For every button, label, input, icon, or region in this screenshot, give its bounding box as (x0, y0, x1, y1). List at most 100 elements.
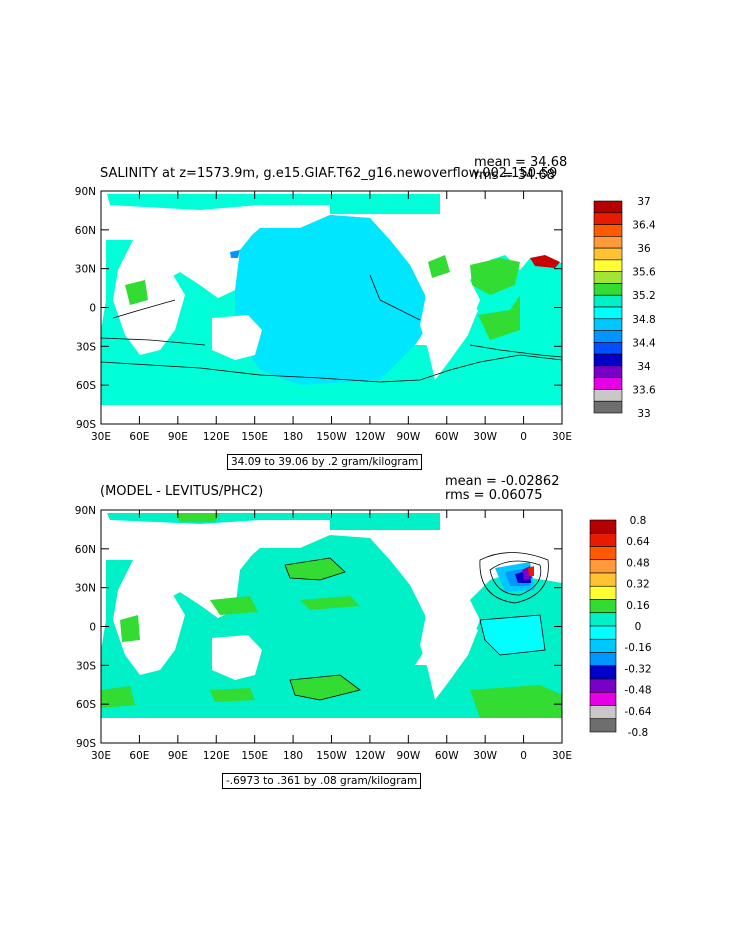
top-colorbar-label: 37 (637, 196, 650, 208)
bottom-contour-4 (289, 674, 361, 701)
bottom-patch-green-2 (300, 596, 360, 610)
top-colorbar-label: 34.4 (632, 337, 656, 349)
top-patch-atlantic-s (478, 295, 520, 340)
bottom-patch-green-8 (210, 688, 255, 702)
bottom-colorbar-swatch (589, 691, 617, 706)
top-colorbar-label: 33 (637, 408, 650, 420)
bottom-colorbar-label: -0.64 (624, 706, 651, 718)
bottom-colorbar-label: 0.32 (626, 579, 649, 591)
bottom-contour-5 (479, 614, 546, 656)
bottom-range-box: -.6973 to .361 by .08 gram/kilogram (222, 773, 422, 789)
top-lon-label: 90E (168, 431, 188, 443)
bottom-colorbar-label: -0.8 (628, 727, 649, 739)
top-lon-label: 120W (355, 431, 386, 443)
bottom-contour-1 (489, 560, 542, 596)
top-lon-label: 0 (520, 431, 527, 443)
top-map (100, 190, 563, 425)
bottom-lon-label: 0 (520, 750, 527, 762)
bottom-lat-label: 30S (76, 660, 96, 672)
bottom-lat-label: 60N (75, 544, 96, 556)
top-land-australia (212, 315, 262, 360)
bottom-land-namerica (405, 535, 470, 600)
bottom-colorbar-label: 0.64 (626, 536, 650, 548)
top-lat-label: 90N (75, 186, 96, 198)
top-colorbar-label: 36.4 (632, 220, 656, 232)
bottom-lat-label: 30N (75, 583, 96, 595)
top-colorbar-swatch (593, 400, 623, 414)
top-lat-label: 30S (76, 341, 96, 353)
bottom-rms-label: rms = 0.06075 (445, 488, 543, 503)
top-colorbar-label: 33.6 (632, 384, 656, 396)
bottom-patch-green-4 (290, 675, 360, 700)
bottom-colorbar-swatch (589, 652, 617, 667)
bottom-colorbar-label: 0.48 (626, 557, 649, 569)
top-lon-label: 150E (241, 431, 268, 443)
top-lat-label: 30N (75, 264, 96, 276)
bottom-lon-label: 90E (168, 750, 188, 762)
bottom-lon-label: 150W (316, 750, 347, 762)
bottom-patch-red (528, 566, 534, 576)
bottom-contour-3 (284, 557, 346, 581)
top-lon-label: 60W (435, 431, 459, 443)
top-land-samerica (420, 295, 478, 380)
top-contour-pacific (369, 274, 421, 321)
top-patch-blue (230, 250, 240, 258)
top-lon-label: 180 (283, 431, 303, 443)
bottom-colorbar-swatch (589, 625, 617, 640)
top-contour-indian (100, 337, 206, 346)
top-lon-label: 120E (203, 431, 230, 443)
bottom-colorbar-label: 0 (635, 621, 642, 633)
top-contour-africa (112, 299, 176, 319)
top-title: SALINITY at z=1573.9m, g.e15.GIAF.T62_g1… (100, 166, 558, 181)
top-colorbar-label: 35.2 (632, 290, 655, 302)
bottom-lon-label: 120E (203, 750, 230, 762)
top-colorbar-label: 35.6 (632, 267, 656, 279)
bottom-lon-label: 60W (435, 750, 459, 762)
top-contour-atlantic (469, 344, 563, 358)
bottom-colorbar-label: -0.48 (624, 685, 651, 697)
bottom-lon-label: 120W (355, 750, 386, 762)
bottom-colorbar-swatch (589, 546, 617, 561)
bottom-lon-label: 90W (396, 750, 420, 762)
bottom-land-samerica (420, 615, 478, 700)
top-lat-label: 60N (75, 225, 96, 237)
bottom-colorbar-swatch (589, 519, 617, 534)
bottom-colorbar-swatch (589, 559, 617, 574)
bottom-colorbar-label: -0.16 (624, 642, 651, 654)
bottom-lat-label: 90N (75, 505, 96, 517)
top-lat-label: 60S (76, 380, 96, 392)
top-patch-atlantic-n (470, 258, 520, 295)
bottom-lon-label: 60E (129, 750, 149, 762)
top-colorbar-label: 34.8 (632, 314, 655, 326)
bottom-patch-cyan (480, 615, 545, 655)
bottom-colorbar-swatch (589, 665, 617, 680)
bottom-lat-label: 60S (76, 699, 96, 711)
top-lon-label: 30E (91, 431, 111, 443)
bottom-colorbar-label: -0.32 (624, 663, 651, 675)
top-colorbar-label: 36 (637, 243, 651, 255)
bottom-colorbar-swatch (589, 532, 617, 547)
bottom-lon-label: 30W (473, 750, 497, 762)
top-lon-label: 30E (552, 431, 572, 443)
bottom-colorbar-swatch (589, 718, 617, 733)
bottom-mean-label: mean = -0.02862 (445, 474, 560, 489)
bottom-land-australia (212, 635, 262, 680)
bottom-lat-label: 0 (89, 622, 96, 634)
bottom-lon-label: 150E (241, 750, 268, 762)
top-patch-med (428, 255, 450, 278)
top-contour-south (100, 354, 563, 383)
bottom-ocean-arctic (107, 513, 440, 530)
bottom-title: (MODEL - LEVITUS/PHC2) (100, 484, 264, 499)
bottom-colorbar-label: 0.8 (630, 515, 647, 527)
bottom-colorbar-swatch (589, 599, 617, 614)
bottom-colorbar-label: 0.16 (626, 600, 650, 612)
top-rms-label: rms = 34.68 (474, 168, 555, 183)
bottom-colorbar-swatch (589, 612, 617, 627)
bottom-patch-green-1 (285, 558, 345, 580)
top-lat-label: 90S (76, 419, 96, 431)
top-lon-label: 60E (129, 431, 149, 443)
top-land-asia (133, 210, 260, 298)
